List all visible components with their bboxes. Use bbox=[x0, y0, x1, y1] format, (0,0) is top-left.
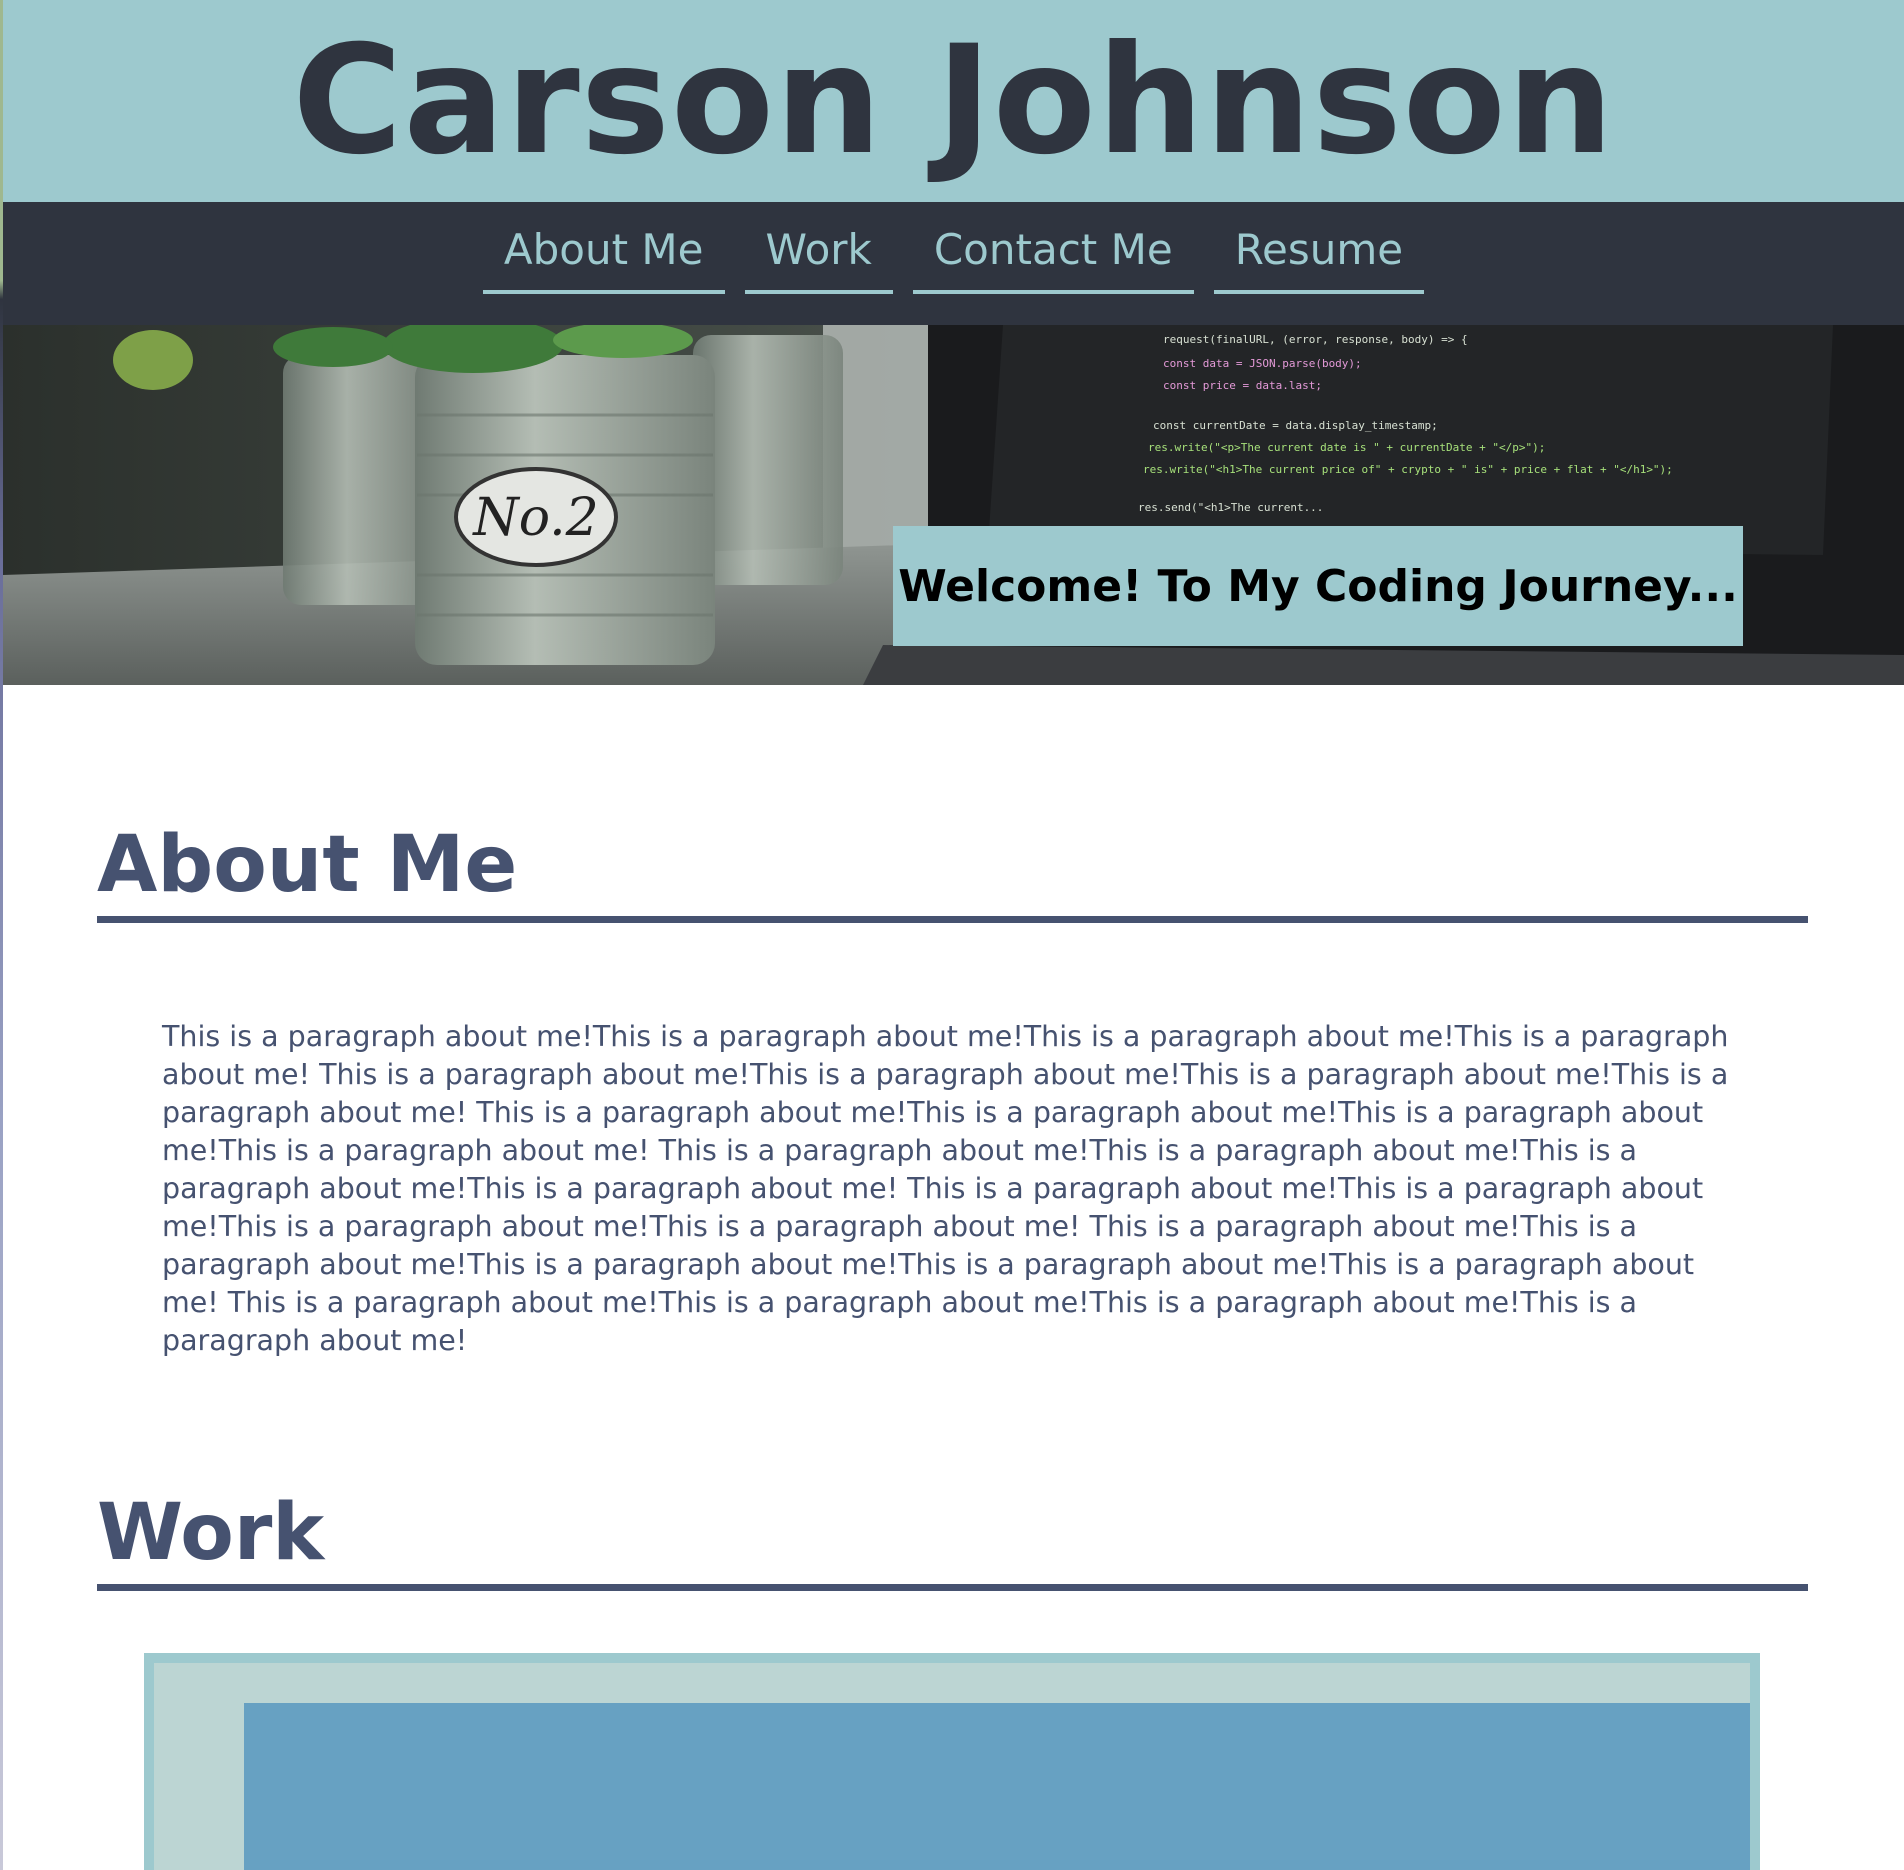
welcome-banner: Welcome! To My Coding Journey... bbox=[893, 526, 1743, 646]
nav-link-contact-me[interactable]: Contact Me bbox=[912, 222, 1194, 294]
code-line-1: request(finalURL, (error, response, body… bbox=[1163, 333, 1468, 346]
code-line-5: res.write("<p>The current date is " + cu… bbox=[1148, 441, 1545, 454]
nav-link-about-me[interactable]: About Me bbox=[482, 222, 725, 294]
pot-label-text: No.2 bbox=[471, 488, 599, 548]
nav-link-resume[interactable]: Resume bbox=[1213, 222, 1425, 294]
work-card-frame bbox=[154, 1663, 1750, 1870]
code-line-3: const price = data.last; bbox=[1163, 379, 1322, 392]
code-line-4: const currentDate = data.display_timesta… bbox=[1153, 419, 1438, 432]
left-edge-strip bbox=[0, 0, 3, 1870]
code-line-7: res.send("<h1>The current... bbox=[1138, 501, 1323, 514]
site-header: Carson Johnson bbox=[3, 0, 1904, 202]
work-project-image bbox=[244, 1703, 1750, 1870]
welcome-banner-text: Welcome! To My Coding Journey... bbox=[898, 560, 1738, 612]
site-title: Carson Johnson bbox=[292, 14, 1615, 188]
work-project-card[interactable] bbox=[144, 1653, 1760, 1870]
about-me-paragraph: This is a paragraph about me!This is a p… bbox=[162, 1020, 1729, 1357]
work-heading: Work bbox=[97, 1488, 1808, 1591]
nav-link-work[interactable]: Work bbox=[744, 222, 893, 294]
about-me-heading: About Me bbox=[97, 820, 1808, 923]
hero-section: No.2 request(finalURL, (error, response,… bbox=[3, 325, 1904, 685]
code-line-6: res.write("<h1>The current price of" + c… bbox=[1143, 463, 1673, 476]
main-nav: About Me Work Contact Me Resume bbox=[3, 202, 1904, 325]
code-line-2: const data = JSON.parse(body); bbox=[1163, 357, 1362, 370]
